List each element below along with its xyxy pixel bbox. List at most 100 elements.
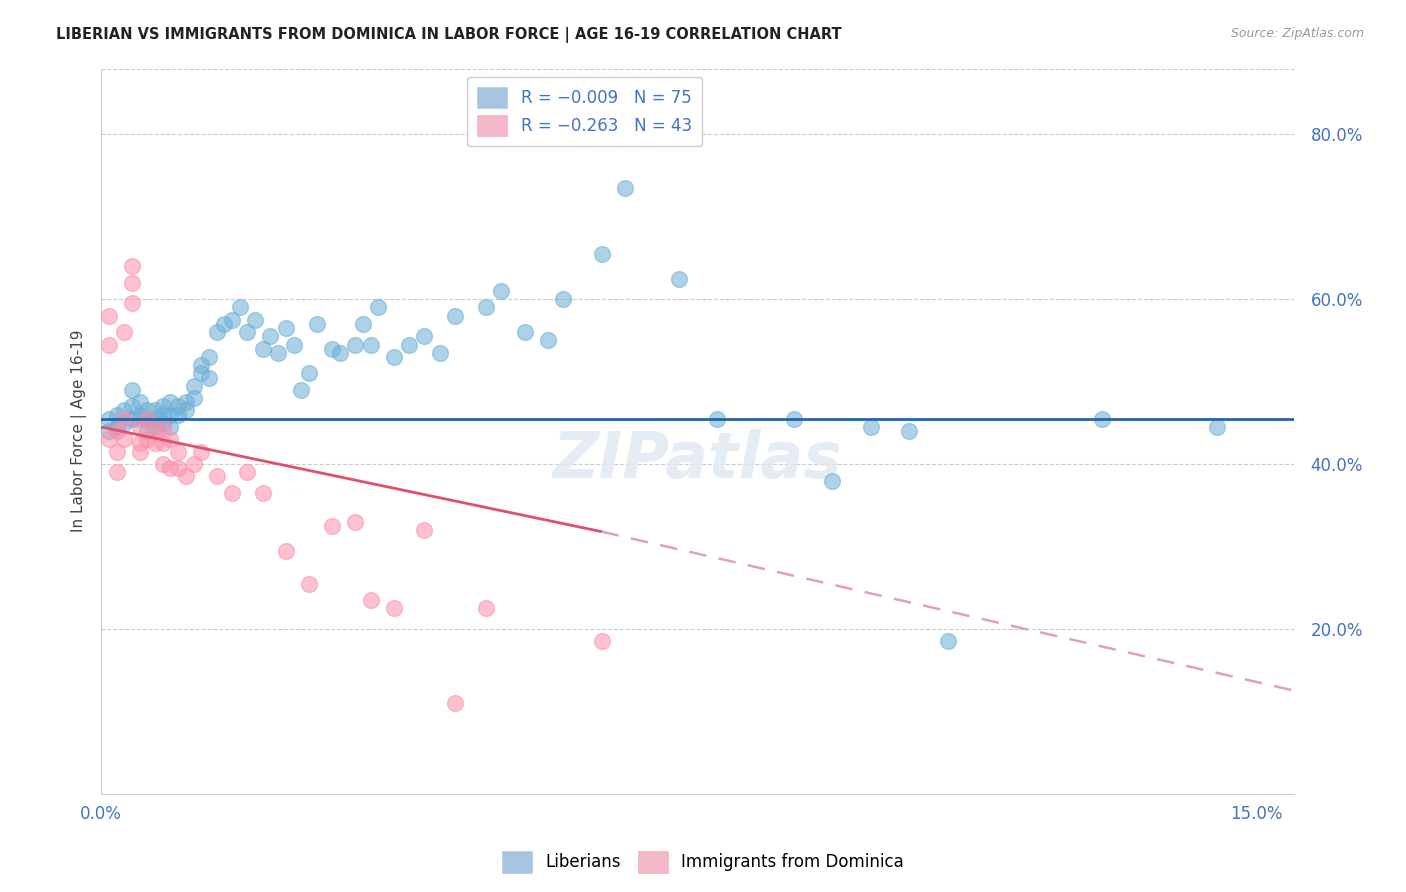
Point bbox=[190, 444, 212, 458]
Point bbox=[1206, 420, 1229, 434]
Point bbox=[152, 420, 174, 434]
Point bbox=[236, 325, 259, 339]
Point bbox=[821, 474, 844, 488]
Point bbox=[121, 296, 143, 310]
Point bbox=[136, 433, 159, 447]
Point bbox=[121, 411, 143, 425]
Point bbox=[367, 301, 389, 315]
Point bbox=[329, 346, 352, 360]
Point bbox=[152, 408, 174, 422]
Point bbox=[112, 411, 135, 425]
Legend: R = −0.009   N = 75, R = −0.263   N = 43: R = −0.009 N = 75, R = −0.263 N = 43 bbox=[467, 77, 702, 146]
Point bbox=[143, 403, 166, 417]
Point bbox=[105, 408, 128, 422]
Text: ZIPatlas: ZIPatlas bbox=[553, 429, 842, 491]
Point bbox=[352, 317, 374, 331]
Point bbox=[236, 465, 259, 479]
Text: LIBERIAN VS IMMIGRANTS FROM DOMINICA IN LABOR FORCE | AGE 16-19 CORRELATION CHAR: LIBERIAN VS IMMIGRANTS FROM DOMINICA IN … bbox=[56, 27, 842, 43]
Point bbox=[298, 367, 321, 381]
Point bbox=[360, 593, 382, 607]
Point bbox=[159, 433, 181, 447]
Point bbox=[128, 395, 150, 409]
Point bbox=[513, 325, 536, 339]
Point bbox=[259, 329, 281, 343]
Point bbox=[136, 411, 159, 425]
Point bbox=[174, 469, 197, 483]
Point bbox=[221, 313, 243, 327]
Point bbox=[252, 486, 274, 500]
Point bbox=[97, 433, 120, 447]
Point bbox=[783, 411, 806, 425]
Point bbox=[167, 444, 190, 458]
Point bbox=[159, 461, 181, 475]
Point bbox=[613, 181, 636, 195]
Point bbox=[167, 400, 190, 414]
Point bbox=[174, 395, 197, 409]
Point bbox=[105, 424, 128, 438]
Point bbox=[214, 317, 236, 331]
Point bbox=[136, 403, 159, 417]
Point bbox=[183, 391, 205, 405]
Point bbox=[167, 461, 190, 475]
Point bbox=[898, 424, 921, 438]
Point bbox=[491, 284, 513, 298]
Point bbox=[152, 436, 174, 450]
Point bbox=[413, 523, 436, 537]
Point bbox=[429, 346, 451, 360]
Point bbox=[205, 325, 228, 339]
Point bbox=[444, 309, 467, 323]
Point bbox=[198, 370, 221, 384]
Point bbox=[97, 337, 120, 351]
Point bbox=[183, 378, 205, 392]
Point bbox=[112, 403, 135, 417]
Point bbox=[321, 342, 343, 356]
Point bbox=[174, 403, 197, 417]
Point bbox=[668, 271, 690, 285]
Point bbox=[136, 424, 159, 438]
Point bbox=[190, 367, 212, 381]
Point bbox=[121, 400, 143, 414]
Point bbox=[290, 383, 312, 397]
Point bbox=[183, 457, 205, 471]
Point bbox=[112, 416, 135, 430]
Point bbox=[97, 424, 120, 438]
Point bbox=[143, 420, 166, 434]
Point bbox=[274, 543, 297, 558]
Point bbox=[128, 408, 150, 422]
Point bbox=[252, 342, 274, 356]
Point bbox=[360, 337, 382, 351]
Point bbox=[936, 634, 959, 648]
Point bbox=[128, 411, 150, 425]
Point bbox=[190, 358, 212, 372]
Point bbox=[159, 408, 181, 422]
Point bbox=[274, 321, 297, 335]
Point bbox=[591, 634, 613, 648]
Point bbox=[205, 469, 228, 483]
Point bbox=[121, 276, 143, 290]
Point bbox=[344, 515, 367, 529]
Point bbox=[475, 301, 498, 315]
Point bbox=[382, 601, 405, 615]
Point bbox=[228, 301, 250, 315]
Point bbox=[537, 334, 560, 348]
Point bbox=[859, 420, 882, 434]
Point bbox=[475, 601, 498, 615]
Point bbox=[128, 444, 150, 458]
Point bbox=[243, 313, 266, 327]
Point bbox=[105, 465, 128, 479]
Point bbox=[344, 337, 367, 351]
Point bbox=[128, 420, 150, 434]
Point bbox=[382, 350, 405, 364]
Point bbox=[413, 329, 436, 343]
Point bbox=[551, 292, 574, 306]
Point bbox=[591, 247, 613, 261]
Point bbox=[159, 420, 181, 434]
Point bbox=[152, 416, 174, 430]
Point bbox=[283, 337, 305, 351]
Point bbox=[112, 433, 135, 447]
Point bbox=[136, 411, 159, 425]
Text: Source: ZipAtlas.com: Source: ZipAtlas.com bbox=[1230, 27, 1364, 40]
Point bbox=[221, 486, 243, 500]
Point bbox=[143, 411, 166, 425]
Y-axis label: In Labor Force | Age 16-19: In Labor Force | Age 16-19 bbox=[72, 330, 87, 533]
